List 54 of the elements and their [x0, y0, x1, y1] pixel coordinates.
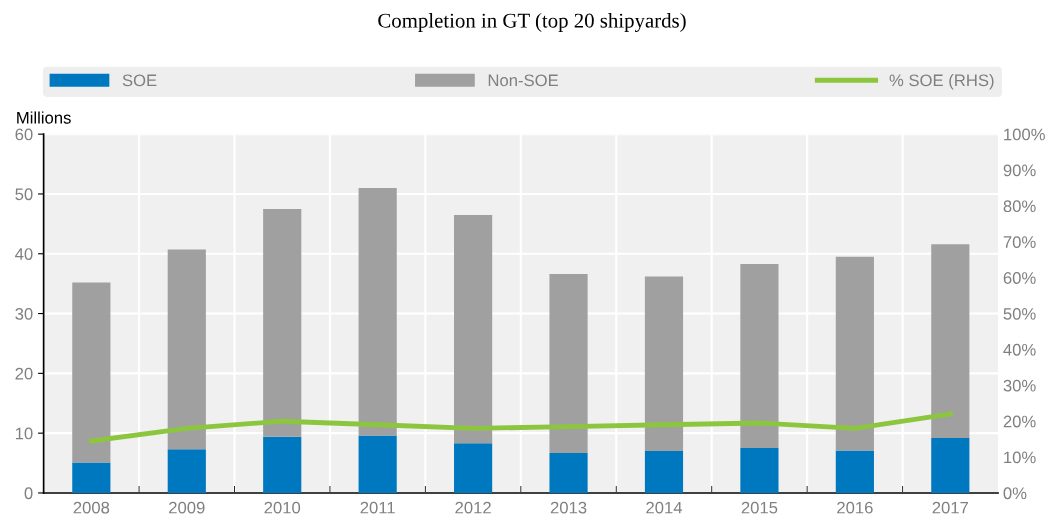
legend-label: Non-SOE: [488, 74, 559, 87]
bar: [931, 244, 970, 438]
x-tick-label: 2015: [741, 501, 778, 514]
y2-tick-label: 20%: [1003, 415, 1036, 428]
bar: [358, 187, 397, 436]
bar: [835, 256, 874, 451]
y-tick-label: 30: [15, 307, 33, 320]
y-axis-title: Millions: [17, 111, 71, 124]
bar: [167, 449, 206, 493]
y2-tick-label: 40%: [1003, 343, 1036, 356]
bar: [454, 214, 493, 444]
y2-tick-label: 30%: [1003, 379, 1036, 392]
x-tick-label: 2014: [646, 501, 683, 514]
y2-tick-label: 10%: [1004, 451, 1036, 464]
x-tick-label: 2010: [264, 501, 301, 514]
y-tick-label: 10: [15, 427, 33, 440]
bar: [358, 435, 397, 493]
y2-tick-label: 70%: [1003, 236, 1036, 248]
bar: [644, 276, 684, 452]
y-tick-label: 0: [24, 487, 33, 500]
bar: [454, 443, 493, 493]
y2-tick-label: 60%: [1003, 272, 1036, 284]
y2-tick-label: 0%: [1003, 487, 1027, 500]
bar: [167, 249, 206, 450]
x-tick-label: 2008: [73, 501, 110, 514]
x-tick-label: 2016: [837, 501, 873, 514]
y-tick-label: 40: [15, 248, 33, 260]
bar: [740, 448, 779, 493]
y2-tick-label: 50%: [1003, 307, 1036, 320]
y2-tick-label: 80%: [1003, 200, 1036, 213]
legend-label: SOE: [122, 74, 157, 87]
y2-tick-label: 90%: [1003, 164, 1036, 177]
bar: [549, 274, 588, 453]
bar: [72, 462, 111, 493]
x-tick-label: 2011: [360, 501, 395, 514]
bar: [740, 263, 779, 449]
bar: [549, 452, 588, 493]
chart-title: Completion in GT (top 20 shipyards): [378, 13, 686, 32]
x-tick-label: 2009: [169, 501, 205, 514]
bar: [931, 437, 970, 493]
x-tick-label: 2013: [550, 501, 587, 514]
bar: [263, 436, 302, 493]
bar: [835, 450, 874, 493]
y-tick-label: 50: [15, 188, 33, 201]
legend-label: % SOE (RHS): [889, 74, 994, 90]
x-tick-label: 2012: [455, 501, 491, 514]
bar: [644, 451, 684, 493]
y-tick-label: 60: [15, 128, 33, 141]
bar: [72, 282, 111, 463]
y2-tick-label: 100%: [1004, 128, 1045, 141]
line-series: [88, 411, 953, 444]
bar: [263, 208, 302, 437]
x-tick-label: 2017: [932, 501, 969, 514]
y-tick-label: 20: [15, 367, 33, 380]
